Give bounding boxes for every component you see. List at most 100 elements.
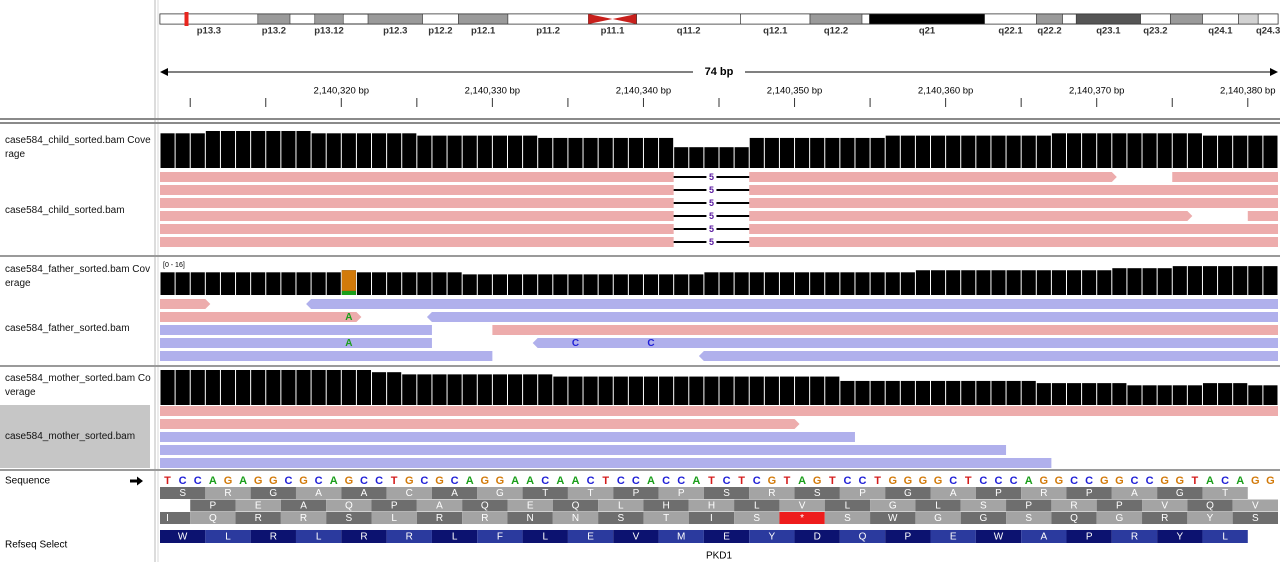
coverage-bar (659, 137, 674, 168)
amino-acid: Q (859, 532, 867, 543)
coverage-bar (1157, 133, 1172, 168)
coverage-bar (825, 272, 840, 295)
sequence-base: G (224, 475, 233, 487)
coverage-bar (674, 274, 689, 295)
codon (1006, 512, 1052, 524)
coverage-bar (281, 370, 296, 405)
sequence-base: G (1266, 475, 1275, 487)
codon (386, 530, 432, 543)
coverage-bar (1263, 266, 1278, 295)
ideogram-band-label: q24.1 (1208, 26, 1233, 37)
coverage-range-label: [0 - 16] (163, 262, 185, 269)
sequence-base: T (874, 475, 881, 487)
read (1247, 211, 1278, 221)
codon (1111, 530, 1158, 543)
codon (749, 487, 795, 499)
codon (688, 499, 735, 512)
ruler-arrow-right (1270, 68, 1278, 76)
codon (235, 512, 281, 524)
coverage-bar (417, 272, 432, 295)
amino-acid: Q (481, 501, 489, 512)
sequence-base: C (284, 475, 292, 487)
coverage-bar (749, 137, 764, 168)
coverage-bar (1248, 266, 1263, 295)
deletion-label: 5 (709, 237, 714, 247)
coverage-bar (1036, 383, 1051, 405)
alignment-track-name[interactable]: case584_father_sorted.bam (5, 323, 130, 334)
ideogram-band (1036, 13, 1063, 25)
coverage-bar (719, 376, 734, 405)
codon (371, 499, 417, 512)
amino-acid: T (1222, 488, 1228, 499)
ideogram-band-label: p11.2 (536, 26, 560, 37)
coverage-track-name[interactable]: case584_father_sorted.bam Coverage (5, 264, 151, 289)
amino-acid: V (799, 501, 806, 512)
amino-acid: S (179, 488, 186, 499)
codon (416, 499, 463, 512)
sequence-base: A (1236, 475, 1244, 487)
amino-acid: R (481, 513, 488, 524)
codon (1051, 512, 1097, 524)
amino-acid: P (1025, 501, 1032, 512)
alignment-track-name[interactable]: case584_child_sorted.bam (5, 205, 125, 216)
coverage-bar (1263, 385, 1278, 405)
read (160, 299, 211, 309)
amino-acid: A (436, 501, 443, 512)
read (160, 325, 432, 335)
coverage-bar (1112, 268, 1127, 295)
codon (749, 530, 795, 543)
read (1172, 172, 1278, 182)
coverage-track-name[interactable]: case584_child_sorted.bam Coverage (5, 135, 151, 160)
codon (930, 487, 976, 499)
codon (552, 499, 599, 512)
amino-acid: G (1176, 488, 1184, 499)
amino-acid: L (754, 501, 760, 512)
coverage-bar (1021, 380, 1036, 405)
coverage-bar (356, 272, 372, 295)
coverage-bar (825, 137, 840, 168)
coverage-bar (1112, 383, 1127, 405)
codon (1111, 487, 1158, 499)
ideogram-centromere (588, 14, 613, 24)
amino-acid: T (663, 513, 669, 524)
coverage-bar (961, 135, 976, 168)
sequence-base: C (194, 475, 202, 487)
alignment-track-name[interactable]: case584_mother_sorted.bam (5, 431, 136, 442)
coverage-bar (462, 374, 477, 405)
amino-acid: G (934, 513, 942, 524)
amino-acid: A (1040, 532, 1047, 543)
amino-acid: T (588, 488, 594, 499)
coverage-bar (1051, 133, 1066, 168)
ruler-tick-label: 2,140,350 bp (767, 86, 822, 97)
coverage-bar (477, 274, 492, 295)
amino-acid: G (889, 501, 897, 512)
codon (341, 530, 387, 543)
read (160, 445, 1007, 455)
coverage-track-name[interactable]: case584_mother_sorted.bam Coverage (5, 373, 151, 398)
strand-arrow-icon[interactable] (130, 476, 143, 486)
sequence-base: G (1040, 475, 1049, 487)
amino-acid: P (859, 488, 866, 499)
read (160, 211, 1193, 221)
read (698, 351, 1278, 361)
amino-acid: P (1116, 501, 1123, 512)
coverage-bar (931, 380, 946, 405)
read (160, 198, 1278, 208)
sequence-base: C (995, 475, 1003, 487)
coverage-bar (1233, 135, 1248, 168)
coverage-bar (568, 274, 583, 295)
coverage-bar (477, 135, 492, 168)
codon (567, 487, 614, 499)
amino-acid: W (888, 513, 898, 524)
coverage-bar (855, 380, 870, 405)
coverage-bar (266, 131, 281, 168)
amino-acid: L (316, 532, 322, 543)
coverage-bar (311, 133, 326, 168)
codon (960, 512, 1007, 524)
coverage-bar (1082, 383, 1097, 405)
coverage-bar (779, 272, 795, 295)
sequence-base: G (435, 475, 444, 487)
coverage-bar (674, 147, 689, 168)
coverage-bar (946, 135, 961, 168)
amino-acid: R (300, 513, 307, 524)
